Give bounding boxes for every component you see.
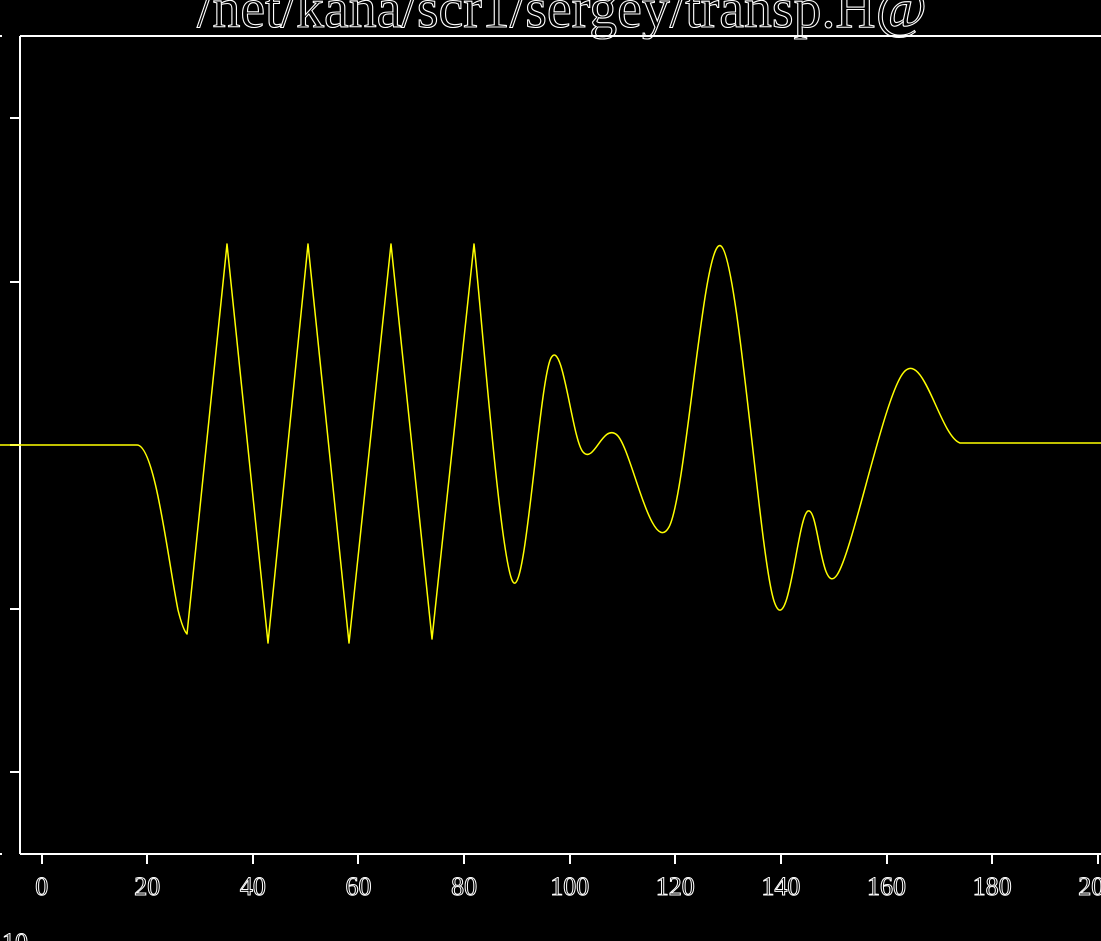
svg-text:20: 20 bbox=[134, 872, 160, 901]
svg-text:0: 0 bbox=[35, 872, 48, 901]
svg-text:100: 100 bbox=[550, 872, 589, 901]
svg-text:40: 40 bbox=[240, 872, 266, 901]
svg-text:80: 80 bbox=[451, 872, 477, 901]
svg-text:140: 140 bbox=[761, 872, 800, 901]
svg-text:/net/kana/scr1/sergey/transp.H: /net/kana/scr1/sergey/transp.H@ bbox=[197, 0, 927, 40]
svg-text:180: 180 bbox=[973, 872, 1012, 901]
svg-text:200: 200 bbox=[1078, 872, 1101, 901]
svg-text:120: 120 bbox=[656, 872, 695, 901]
svg-text:160: 160 bbox=[867, 872, 906, 901]
svg-text:60: 60 bbox=[346, 872, 372, 901]
svg-text:10: 10 bbox=[2, 928, 28, 941]
